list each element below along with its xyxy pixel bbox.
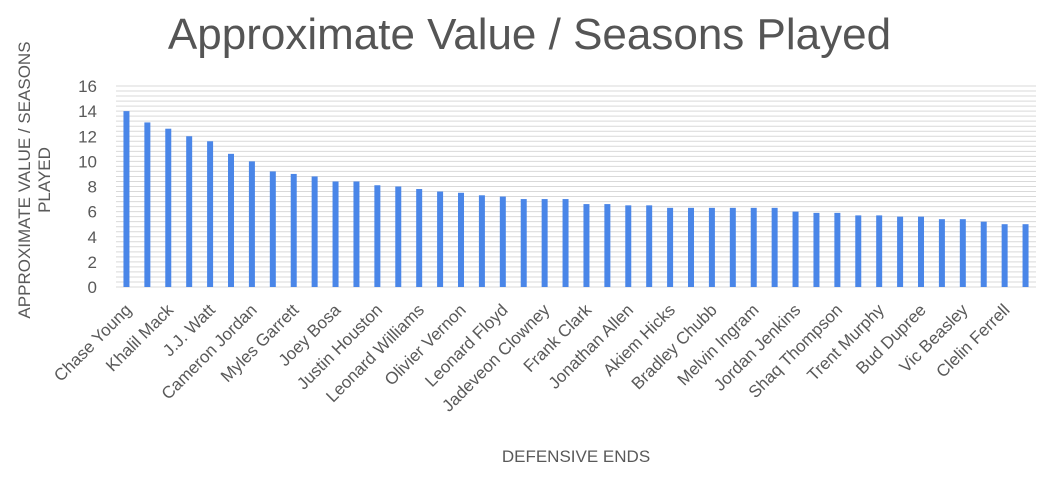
bar bbox=[1001, 224, 1008, 287]
bar bbox=[416, 189, 423, 287]
bar bbox=[332, 181, 339, 287]
bar bbox=[1022, 224, 1029, 287]
bar bbox=[667, 207, 674, 287]
y-tick-label: 8 bbox=[88, 178, 97, 197]
bar bbox=[688, 207, 694, 287]
bar bbox=[562, 199, 569, 287]
y-tick-label: 14 bbox=[78, 102, 97, 121]
bar bbox=[290, 173, 297, 287]
bar bbox=[520, 199, 527, 287]
bar bbox=[750, 207, 757, 287]
bar bbox=[583, 204, 590, 287]
bar bbox=[437, 191, 444, 287]
bar bbox=[395, 186, 402, 287]
bar bbox=[918, 216, 924, 287]
bar bbox=[729, 207, 736, 287]
bar bbox=[938, 219, 945, 287]
bar bbox=[186, 136, 193, 287]
bar bbox=[165, 128, 172, 287]
y-axis-title-line-1: APPROXIMATE VALUE / SEASONS bbox=[15, 41, 34, 318]
bar bbox=[478, 195, 485, 287]
bar bbox=[123, 111, 130, 287]
bar bbox=[792, 211, 799, 287]
y-tick-label: 2 bbox=[88, 253, 97, 272]
bar bbox=[311, 176, 318, 287]
bar bbox=[144, 122, 151, 288]
bar bbox=[604, 204, 611, 287]
y-tick-label: 16 bbox=[78, 77, 97, 96]
bar bbox=[855, 215, 862, 287]
bar bbox=[228, 153, 234, 287]
bar bbox=[771, 207, 778, 287]
y-axis-title-line-2: PLAYED bbox=[35, 147, 54, 213]
y-tick-label: 10 bbox=[78, 152, 97, 171]
bar bbox=[248, 161, 255, 287]
y-tick-label: 6 bbox=[88, 203, 97, 222]
bar bbox=[834, 212, 841, 287]
x-axis-title: DEFENSIVE ENDS bbox=[502, 447, 650, 466]
bar bbox=[708, 207, 715, 287]
chart-title: Approximate Value / Seasons Played bbox=[167, 10, 892, 59]
y-tick-label: 4 bbox=[88, 228, 97, 247]
bar bbox=[980, 221, 987, 287]
bars bbox=[123, 111, 1029, 288]
bar bbox=[499, 196, 506, 287]
bar bbox=[353, 181, 360, 287]
bar bbox=[207, 141, 214, 287]
bar bbox=[458, 192, 464, 287]
y-tick-labels: 0 2 4 6 8 10 12 14 16 bbox=[78, 77, 97, 297]
bar bbox=[897, 216, 904, 287]
bar bbox=[269, 171, 276, 287]
bar bbox=[876, 215, 883, 287]
gridlines bbox=[116, 85, 1036, 288]
bar bbox=[813, 212, 820, 287]
bar bbox=[374, 185, 381, 287]
bar bbox=[959, 219, 966, 287]
bar bbox=[541, 199, 548, 287]
bar bbox=[625, 205, 632, 287]
y-tick-label: 0 bbox=[88, 278, 97, 297]
bar bbox=[646, 205, 653, 287]
y-tick-label: 12 bbox=[78, 127, 97, 146]
